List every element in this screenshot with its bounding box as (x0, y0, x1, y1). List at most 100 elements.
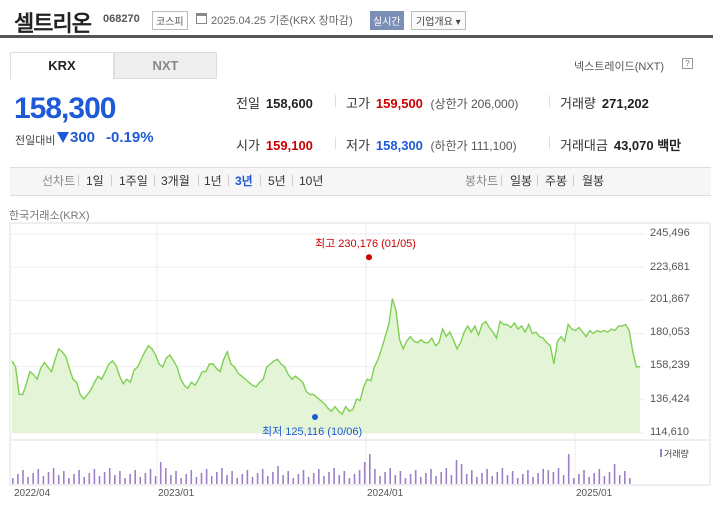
current-price: 158,300 (14, 92, 116, 125)
volume-bar (108, 468, 111, 484)
low-annotation: 최저 125,116 (10/06) (262, 426, 363, 438)
separator (154, 175, 155, 186)
volume-bar (159, 462, 162, 484)
volume-bar (460, 464, 463, 484)
stat-high-value: 159,500 (375, 96, 423, 111)
candle-daily[interactable]: 일봉 (510, 174, 533, 188)
volume-bar (221, 468, 223, 484)
volume-bar (226, 475, 228, 484)
upper-limit: (상한가 206,000) (430, 97, 519, 111)
volume-bar (236, 478, 238, 484)
y-tick: 180,053 (650, 326, 690, 338)
volume-bar (57, 475, 60, 484)
exchange-label: 한국거래소(KRX) (9, 210, 90, 222)
volume-bar (532, 477, 534, 484)
volume-bar (287, 471, 289, 484)
volume-bar (52, 468, 55, 484)
stat-amount: 거래대금 43,070 백만 (560, 135, 681, 154)
period-3m[interactable]: 3개월 (161, 174, 190, 188)
volume-bar (343, 471, 346, 484)
tab-krx[interactable]: KRX (10, 52, 114, 79)
volume-bar (603, 476, 606, 484)
divider (335, 95, 336, 107)
separator (78, 175, 79, 186)
base-date: 2025.04.25 기준(KRX 장마감) (211, 15, 353, 27)
volume-bar (170, 475, 172, 484)
y-tick: 245,496 (650, 227, 690, 239)
volume-bar (588, 477, 590, 484)
volume-bar (139, 477, 142, 484)
x-tick: 2024/01 (367, 488, 404, 499)
volume-bar (608, 472, 611, 484)
period-1w[interactable]: 1주일 (119, 174, 148, 188)
volume-bar (369, 454, 371, 484)
volume-bar (445, 468, 448, 484)
volume-bar (358, 470, 361, 484)
stat-volume-label: 거래량 (560, 96, 596, 111)
separator (260, 175, 261, 186)
candle-monthly[interactable]: 월봉 (582, 174, 605, 188)
volume-bar (27, 477, 29, 484)
period-1d[interactable]: 1일 (86, 174, 104, 188)
separator (501, 175, 502, 186)
volume-bar (557, 468, 560, 484)
volume-bar (583, 470, 585, 484)
help-icon[interactable]: ? (682, 58, 693, 69)
volume-bar (302, 470, 305, 484)
price-chart[interactable] (0, 222, 713, 508)
period-3y[interactable]: 3년 (235, 174, 253, 188)
volume-bar (567, 454, 570, 484)
volume-bar (256, 473, 259, 484)
volume-bar (618, 475, 621, 484)
x-tick: 2025/01 (576, 488, 613, 499)
change-amount: 300 (70, 129, 96, 146)
market-badge: 코스피 (152, 11, 188, 30)
volume-bar (363, 462, 366, 484)
stat-volume-value: 271,202 (601, 96, 649, 111)
volume-bar (476, 477, 478, 484)
volume-bar (522, 474, 524, 484)
volume-bar (613, 464, 616, 484)
volume-bar (129, 474, 131, 484)
stat-prev-label: 전일 (236, 96, 260, 111)
volume-bar (103, 472, 106, 484)
volume-bar (527, 470, 529, 484)
volume-bar (216, 472, 218, 484)
stat-open-value: 159,100 (265, 138, 313, 153)
candle-weekly[interactable]: 주봉 (545, 174, 568, 188)
line-chart-label: 선차트 (42, 174, 76, 188)
volume-bar (323, 476, 325, 484)
high-marker (366, 254, 372, 261)
volume-bar (37, 469, 40, 484)
volume-bar (573, 478, 575, 484)
volume-bar (149, 469, 152, 484)
nextrade-link[interactable]: 넥스트레이드(NXT) (574, 61, 665, 73)
volume-bar (73, 474, 75, 484)
volume-bar (384, 472, 386, 484)
volume-bar (425, 473, 427, 484)
stat-open-label: 시가 (236, 138, 260, 153)
y-tick: 223,681 (650, 261, 690, 273)
price-area (12, 298, 640, 433)
volume-bar (552, 472, 555, 484)
realtime-badge[interactable]: 실시간 (370, 11, 404, 30)
volume-bar (246, 470, 249, 484)
company-overview-button[interactable]: 기업개요 ▾ (411, 11, 466, 30)
separator (198, 175, 199, 186)
stat-low-label: 저가 (346, 138, 370, 153)
volume-bar (210, 476, 213, 484)
change-label: 전일대비 (15, 135, 56, 147)
period-10y[interactable]: 10년 (299, 174, 324, 188)
volume-bar (47, 472, 50, 484)
x-tick: 2022/04 (14, 488, 51, 499)
period-1y[interactable]: 1년 (204, 174, 222, 188)
volume-bar (282, 475, 284, 484)
volume-bar (496, 472, 499, 484)
volume-legend-marker (660, 449, 662, 457)
period-5y[interactable]: 5년 (268, 174, 286, 188)
volume-bar (292, 478, 295, 484)
separator (537, 175, 538, 186)
volume-bar (506, 475, 509, 484)
tab-nxt[interactable]: NXT (114, 52, 217, 79)
volume-bar (374, 469, 376, 484)
